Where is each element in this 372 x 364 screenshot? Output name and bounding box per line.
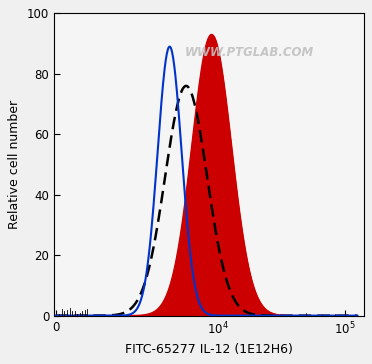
X-axis label: FITC-65277 IL-12 (1E12H6): FITC-65277 IL-12 (1E12H6) xyxy=(125,343,293,356)
Text: WWW.PTGLAB.COM: WWW.PTGLAB.COM xyxy=(185,46,314,59)
Y-axis label: Relative cell number: Relative cell number xyxy=(8,100,21,229)
